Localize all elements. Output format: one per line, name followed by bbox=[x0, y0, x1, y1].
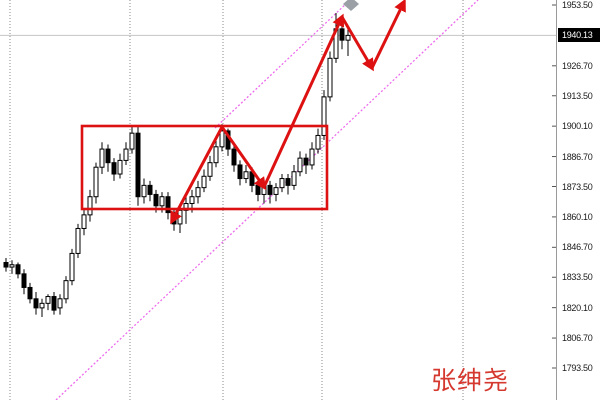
price-tick-label: 1846.70 bbox=[562, 242, 593, 253]
price-tick-label: 1833.50 bbox=[562, 272, 593, 283]
price-tick-label: 1873.50 bbox=[562, 181, 593, 192]
price-tick-label: 1953.50 bbox=[562, 0, 593, 10]
current-price-badge: 1940.13 bbox=[558, 28, 600, 43]
watermark-signature: 张绅尧 bbox=[431, 367, 510, 395]
zigzag-arrows[interactable] bbox=[170, 0, 406, 225]
consolidation-box[interactable] bbox=[80, 124, 329, 211]
price-tick-label: 1806.70 bbox=[562, 333, 593, 344]
trend-channel-lines bbox=[55, 0, 479, 400]
candles-group bbox=[3, 12, 351, 317]
price-axis: 1940.13 1953.50 1926.70 1913.50 1900.10 1886… bbox=[556, 0, 600, 400]
axis-tick-marks bbox=[552, 4, 556, 369]
price-tick-label: 1860.10 bbox=[562, 211, 593, 222]
vertical-gridlines bbox=[9, 0, 464, 400]
price-tick-label: 1820.10 bbox=[562, 302, 593, 313]
price-tick-label: 1886.70 bbox=[562, 151, 593, 162]
price-tick-label: 1926.70 bbox=[562, 60, 593, 71]
gray-diamond-marker bbox=[343, 0, 359, 11]
price-tick-label: 1900.10 bbox=[562, 121, 593, 132]
price-tick-label: 1913.50 bbox=[562, 90, 593, 101]
price-tick-label: 1793.50 bbox=[562, 363, 593, 373]
